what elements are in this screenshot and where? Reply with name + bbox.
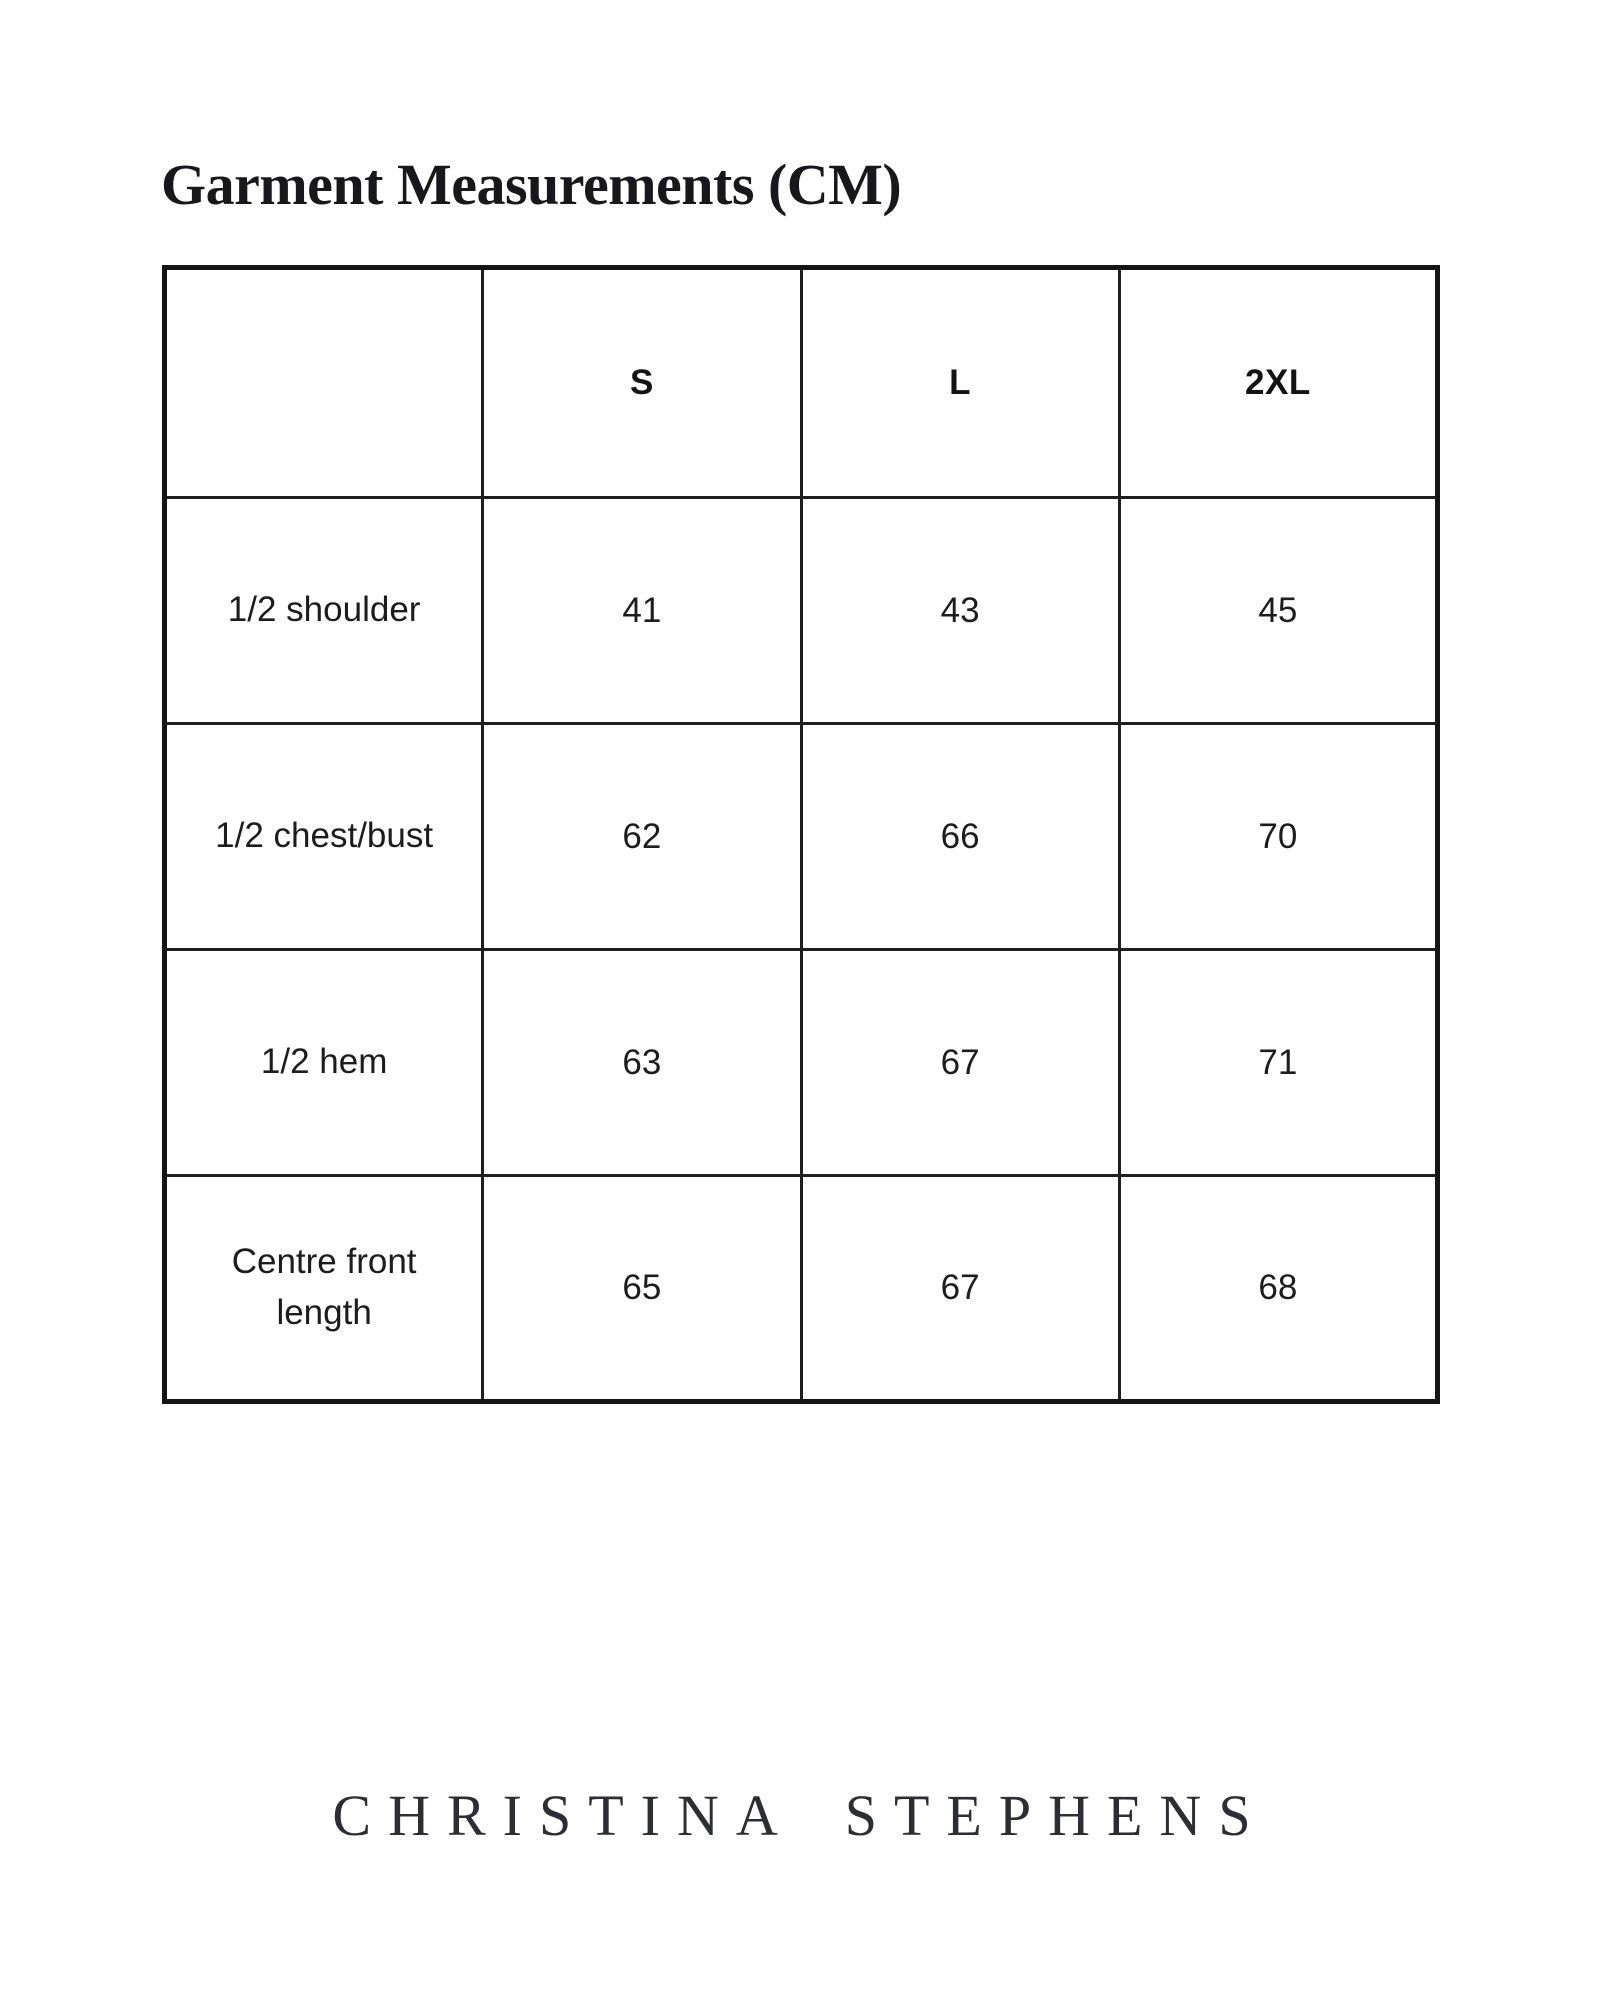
- table-row-shoulder: 1/2 shoulder 41 43 45: [162, 496, 1440, 725]
- row-label-shoulder: 1/2 shoulder: [162, 496, 485, 725]
- cell-shoulder-s: 41: [481, 496, 803, 725]
- table-row-front-length: Centre front length 65 67 68: [162, 1174, 1440, 1403]
- table-row-hem: 1/2 hem 63 67 71: [162, 948, 1440, 1177]
- table-row-chest: 1/2 chest/bust 62 66 70: [162, 722, 1440, 951]
- header-cell-size-l: L: [799, 266, 1121, 499]
- cell-hem-l: 67: [799, 948, 1121, 1177]
- cell-chest-l: 66: [799, 722, 1121, 951]
- brand-word-second: STEPHENS: [844, 1783, 1268, 1848]
- row-label-hem: 1/2 hem: [162, 948, 485, 1177]
- cell-front-length-s: 65: [481, 1174, 803, 1403]
- header-cell-empty: [162, 266, 485, 499]
- page-title: Garment Measurements (CM): [161, 152, 902, 217]
- cell-hem-2xl: 71: [1117, 948, 1440, 1177]
- cell-front-length-2xl: 68: [1117, 1174, 1440, 1403]
- brand-wordmark: CHRISTINA STEPHENS: [0, 1787, 1600, 1845]
- row-label-chest: 1/2 chest/bust: [162, 722, 485, 951]
- row-label-front-length: Centre front length: [162, 1174, 485, 1403]
- brand-word-first: CHRISTINA: [332, 1783, 795, 1848]
- garment-measurements-table: S L 2XL 1/2 shoulder 41 43 45 1/2 chest/…: [162, 265, 1440, 1404]
- header-row: S L 2XL: [162, 266, 1440, 499]
- cell-chest-s: 62: [481, 722, 803, 951]
- cell-hem-s: 63: [481, 948, 803, 1177]
- header-cell-size-2xl: 2XL: [1117, 266, 1440, 499]
- cell-shoulder-l: 43: [799, 496, 1121, 725]
- cell-front-length-l: 67: [799, 1174, 1121, 1403]
- cell-chest-2xl: 70: [1117, 722, 1440, 951]
- header-cell-size-s: S: [481, 266, 803, 499]
- cell-shoulder-2xl: 45: [1117, 496, 1440, 725]
